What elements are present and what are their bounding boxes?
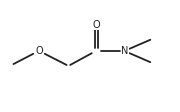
Text: O: O	[93, 20, 100, 30]
Text: N: N	[122, 46, 129, 56]
Text: O: O	[36, 46, 43, 56]
